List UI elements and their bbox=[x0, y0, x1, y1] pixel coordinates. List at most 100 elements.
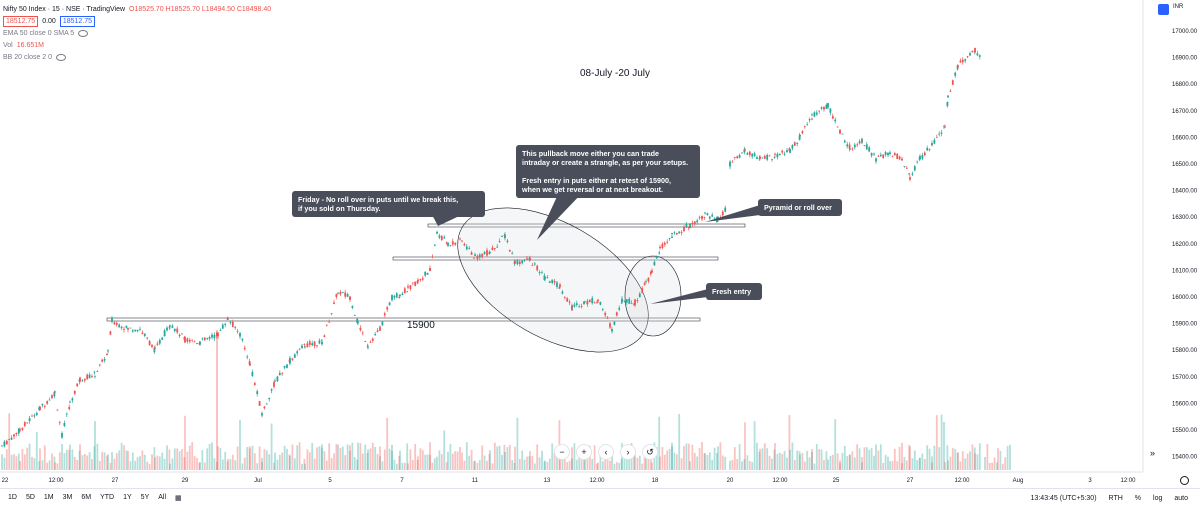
volume-bar bbox=[447, 451, 449, 470]
volume-bar bbox=[51, 453, 53, 470]
candle-body bbox=[796, 143, 799, 144]
volume-bar bbox=[623, 451, 626, 470]
volume-bar bbox=[429, 442, 431, 470]
price-chart[interactable]: 17000.00 16900.00 16800.00 16700.00 16600.00… bbox=[0, 0, 1200, 488]
volume-bar bbox=[951, 447, 954, 470]
volume-bar bbox=[249, 448, 251, 470]
zoom-in-button[interactable]: + bbox=[576, 444, 592, 460]
candle-body bbox=[801, 131, 804, 134]
eye-icon[interactable] bbox=[56, 53, 67, 61]
volume-bar bbox=[73, 457, 76, 470]
volume-bar bbox=[86, 455, 89, 470]
percent-scale-button[interactable]: % bbox=[1134, 494, 1142, 502]
volume-bar bbox=[361, 453, 364, 470]
sell-price-button[interactable]: 18512.75 bbox=[3, 15, 39, 27]
log-scale-button[interactable]: log bbox=[1153, 494, 1163, 502]
volume-bar bbox=[206, 448, 209, 470]
candle-body bbox=[766, 154, 769, 160]
eye-icon[interactable] bbox=[78, 29, 89, 37]
volume-bar bbox=[634, 454, 636, 470]
volume-bar bbox=[429, 454, 431, 470]
buy-price-button[interactable]: 18512.75 bbox=[59, 15, 96, 27]
currency-icon[interactable] bbox=[1158, 4, 1169, 15]
clock[interactable]: 13:43:45 (UTC+5:30) bbox=[1030, 494, 1097, 502]
volume-bar bbox=[276, 459, 279, 470]
timeframe-3m[interactable]: 3M bbox=[62, 494, 73, 501]
candle-body bbox=[1, 445, 3, 447]
candle-body bbox=[877, 155, 880, 157]
candle-body bbox=[666, 241, 669, 243]
session-toggle[interactable]: RTH bbox=[1108, 494, 1123, 502]
volume-bar bbox=[366, 453, 369, 470]
candle-body bbox=[483, 251, 486, 254]
candle-body bbox=[856, 144, 859, 146]
candle-body bbox=[335, 293, 338, 297]
volume-bar bbox=[399, 450, 401, 470]
volume-bar bbox=[931, 462, 933, 470]
scroll-right-button[interactable]: › bbox=[620, 444, 636, 460]
timeframe-5d[interactable]: 5D bbox=[25, 494, 35, 501]
timeframe-1d[interactable]: 1D bbox=[8, 494, 17, 501]
timeframe-ytd[interactable]: YTD bbox=[100, 494, 115, 501]
candle-body bbox=[597, 299, 599, 302]
timeframe-5y[interactable]: 5Y bbox=[140, 494, 150, 501]
candle-body bbox=[227, 318, 229, 320]
ema-indicator-label[interactable]: EMA 50 close 0 SMA 5 bbox=[3, 29, 75, 37]
candle-body bbox=[903, 166, 906, 167]
scroll-left-button[interactable]: ‹ bbox=[598, 444, 614, 460]
volume-bar bbox=[704, 452, 706, 470]
volume-bar bbox=[818, 449, 821, 470]
volume-bar bbox=[181, 449, 183, 470]
volume-bar bbox=[843, 445, 846, 470]
volume-bar bbox=[863, 447, 866, 470]
scroll-to-realtime-icon[interactable]: » bbox=[1150, 448, 1156, 458]
candle-body bbox=[211, 334, 213, 338]
volume-bar bbox=[8, 413, 11, 470]
bb-indicator-label[interactable]: BB 20 close 2 0 bbox=[3, 53, 53, 61]
volume-bar bbox=[526, 456, 528, 470]
candle-body bbox=[274, 380, 276, 382]
volume-bar bbox=[556, 457, 558, 470]
timeframe-all[interactable]: All bbox=[158, 494, 167, 501]
candle-body bbox=[26, 422, 29, 424]
timeframe-1m[interactable]: 1M bbox=[43, 494, 54, 501]
volume-bar bbox=[761, 448, 764, 470]
candle-body bbox=[391, 295, 393, 300]
candle-body bbox=[675, 232, 678, 235]
reset-chart-button[interactable]: ↺ bbox=[642, 444, 658, 460]
candle-body bbox=[964, 59, 967, 61]
volume-bar bbox=[689, 461, 691, 470]
candle-body bbox=[908, 173, 911, 175]
candle-body bbox=[333, 302, 335, 304]
date-range-icon[interactable]: ▦ bbox=[175, 495, 182, 502]
volume-bar bbox=[246, 447, 249, 470]
candle-body bbox=[931, 143, 933, 145]
candle-body bbox=[53, 391, 56, 397]
volume-bar bbox=[417, 456, 419, 470]
candle-body bbox=[151, 344, 153, 347]
volume-label[interactable]: Vol bbox=[3, 41, 13, 49]
symbol-title[interactable]: Nifty 50 Index · 15 · NSE · TradingView bbox=[3, 5, 126, 13]
gear-icon[interactable] bbox=[1180, 476, 1189, 485]
zoom-out-button[interactable]: − bbox=[554, 444, 570, 460]
auto-scale-button[interactable]: auto bbox=[1174, 494, 1188, 502]
volume-bar bbox=[306, 449, 309, 470]
price-tick-label: 15800.00 bbox=[1172, 348, 1198, 354]
volume-bar bbox=[738, 444, 741, 470]
volume-bar bbox=[698, 447, 701, 470]
candle-body bbox=[131, 330, 134, 332]
volume-bar bbox=[325, 460, 328, 470]
candle-body bbox=[704, 212, 706, 214]
timeframe-6m[interactable]: 6M bbox=[81, 494, 92, 501]
candle-body bbox=[865, 144, 868, 150]
volume-bar bbox=[921, 453, 924, 470]
volume-bar bbox=[96, 443, 99, 470]
candle-body bbox=[366, 345, 369, 347]
volume-bar bbox=[713, 447, 716, 470]
candle-body bbox=[946, 101, 949, 107]
volume-bar bbox=[1, 454, 3, 470]
volume-bar bbox=[909, 446, 911, 470]
timeframe-1y[interactable]: 1Y bbox=[123, 494, 132, 501]
candle-body bbox=[19, 429, 21, 431]
volume-bar bbox=[71, 449, 74, 470]
